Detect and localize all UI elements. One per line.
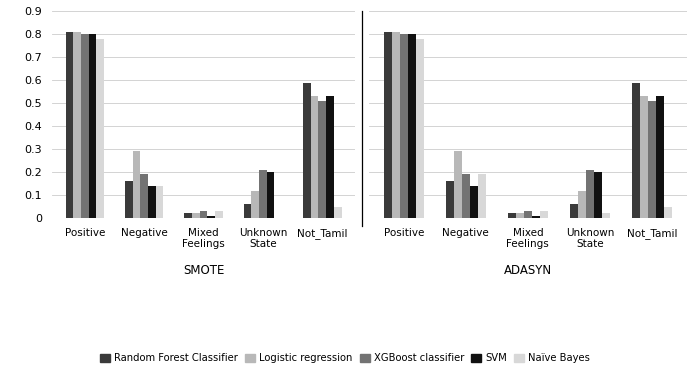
Bar — [310, 96, 318, 218]
Bar — [648, 101, 656, 218]
Bar — [664, 206, 672, 218]
Bar — [148, 186, 156, 218]
Bar — [540, 211, 548, 218]
Bar — [656, 96, 664, 218]
Bar — [318, 101, 326, 218]
Bar — [470, 186, 478, 218]
Bar — [446, 181, 454, 218]
Legend: Random Forest Classifier, Logistic regression, XGBoost classifier, SVM, Naïve Ba: Random Forest Classifier, Logistic regre… — [97, 349, 593, 367]
Bar — [586, 170, 594, 218]
Bar — [602, 214, 610, 218]
Text: ADASYN: ADASYN — [504, 264, 552, 277]
Bar — [570, 204, 578, 218]
Bar — [303, 82, 311, 218]
Bar — [326, 96, 334, 218]
Bar — [416, 39, 424, 218]
Bar — [251, 191, 259, 218]
Bar — [156, 186, 164, 218]
Bar — [215, 211, 223, 218]
Bar — [259, 170, 267, 218]
Bar — [384, 32, 392, 218]
Bar — [199, 211, 208, 218]
Bar — [524, 211, 532, 218]
Bar — [89, 34, 97, 218]
Bar — [192, 214, 199, 218]
Bar — [81, 34, 89, 218]
Bar — [73, 32, 81, 218]
Bar — [184, 214, 192, 218]
Bar — [594, 172, 602, 218]
Bar — [132, 152, 140, 218]
Bar — [208, 216, 215, 218]
Bar — [244, 204, 251, 218]
Bar — [66, 32, 73, 218]
Bar — [408, 34, 416, 218]
Bar — [125, 181, 132, 218]
Bar — [532, 216, 540, 218]
Bar — [640, 96, 648, 218]
Bar — [632, 82, 640, 218]
Bar — [334, 206, 342, 218]
Bar — [392, 32, 400, 218]
Bar — [578, 191, 586, 218]
Bar — [515, 214, 524, 218]
Bar — [97, 39, 104, 218]
Bar — [454, 152, 462, 218]
Bar — [400, 34, 408, 218]
Text: SMOTE: SMOTE — [183, 264, 224, 277]
Bar — [267, 172, 275, 218]
Bar — [508, 214, 515, 218]
Bar — [462, 174, 470, 218]
Bar — [140, 174, 148, 218]
Bar — [478, 174, 486, 218]
